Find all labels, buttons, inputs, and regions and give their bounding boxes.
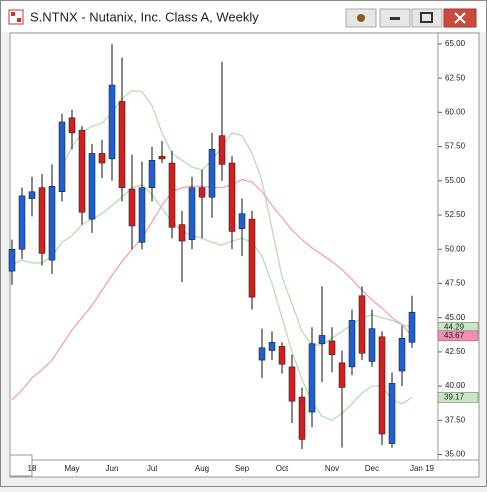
value-label-box xyxy=(437,330,479,342)
candle-body xyxy=(58,121,66,193)
candle-body xyxy=(298,396,306,440)
candle-body xyxy=(218,135,226,165)
candle-body xyxy=(288,366,296,402)
x-tick-label: 18 xyxy=(28,464,37,473)
candle-body xyxy=(398,337,406,372)
x-tick-label: Jun xyxy=(106,464,119,473)
x-tick-label: Oct xyxy=(276,464,289,473)
candle-body xyxy=(168,162,176,228)
candle-body xyxy=(228,162,236,232)
y-tick-label: 47.50 xyxy=(445,279,466,288)
candle-body xyxy=(138,187,146,243)
minimize-icon xyxy=(390,17,400,20)
y-tick-label: 40.00 xyxy=(445,381,466,390)
y-tick-label: 55.00 xyxy=(445,176,466,185)
candle-body xyxy=(308,343,316,413)
x-tick-label: Jan 19 xyxy=(410,464,435,473)
candle-body xyxy=(8,248,16,272)
plot: 35.00 37.50 40.00 42.50 45.00 47.50 50.00 52.50… xyxy=(8,39,466,473)
x-tick-label: May xyxy=(64,464,79,473)
value-label: 39.17 xyxy=(444,393,465,402)
corner-box xyxy=(9,454,33,477)
x-tick-label: Nov xyxy=(325,464,339,473)
candle-body xyxy=(48,186,56,261)
candle-body xyxy=(178,224,186,242)
close-icon xyxy=(454,12,466,24)
x-tick-label: Sep xyxy=(235,464,250,473)
icon-part xyxy=(11,12,15,16)
candle-body xyxy=(68,117,76,134)
candle-body xyxy=(128,188,136,227)
y-axis-area xyxy=(437,32,480,461)
x-tick-label: Jul xyxy=(147,464,157,473)
candle-body xyxy=(28,191,36,199)
y-tick-label: 35.00 xyxy=(445,450,466,459)
candle-body xyxy=(118,101,126,188)
candle-body xyxy=(18,195,26,250)
candle-body xyxy=(278,346,286,365)
candle-body xyxy=(328,340,336,355)
candle-body xyxy=(148,160,156,188)
candle-body xyxy=(238,213,246,229)
candle-body xyxy=(318,335,326,344)
value-label: 43.67 xyxy=(444,331,465,340)
y-tick-label: 65.00 xyxy=(445,39,466,48)
candle-body xyxy=(198,187,206,198)
indicator-line xyxy=(11,184,413,422)
candle-body xyxy=(338,362,346,388)
candle-body xyxy=(248,218,256,298)
y-tick-label: 45.00 xyxy=(445,313,466,322)
value-label-box xyxy=(437,392,479,403)
y-tick-label: 42.50 xyxy=(445,347,466,356)
y-tick-label: 57.50 xyxy=(445,142,466,151)
candle-body xyxy=(268,342,276,351)
candle-body xyxy=(208,149,216,198)
candle-body xyxy=(388,383,396,444)
maximize-icon xyxy=(420,12,433,23)
candle-body xyxy=(98,153,106,164)
plot-area xyxy=(9,32,439,461)
candle-body xyxy=(408,311,416,343)
x-tick-label: Aug xyxy=(195,464,209,473)
y-tick-label: 37.50 xyxy=(445,415,466,424)
y-tick-label: 62.50 xyxy=(445,73,466,82)
candle-body xyxy=(188,187,196,240)
candle-body xyxy=(258,347,266,361)
candle-body xyxy=(358,295,366,354)
candle-body xyxy=(78,129,86,213)
candle-body xyxy=(88,153,96,220)
x-tick-label: Dec xyxy=(365,464,379,473)
window-title: S.NTNX - Nutanix, Inc. Class A, Weekly xyxy=(30,9,259,24)
y-tick-label: 52.50 xyxy=(445,210,466,219)
candle-body xyxy=(378,336,386,435)
link-icon xyxy=(357,14,365,22)
value-label: 44.29 xyxy=(444,322,465,331)
candle-body xyxy=(158,155,166,160)
candle-body xyxy=(368,328,376,362)
y-tick-label: 60.00 xyxy=(445,107,466,116)
y-tick-label: 50.00 xyxy=(445,244,466,253)
maximize-button[interactable] xyxy=(411,8,443,28)
candle-body xyxy=(108,84,116,160)
candle-body xyxy=(38,187,46,254)
icon-part xyxy=(17,18,21,22)
candle-body xyxy=(348,320,356,368)
